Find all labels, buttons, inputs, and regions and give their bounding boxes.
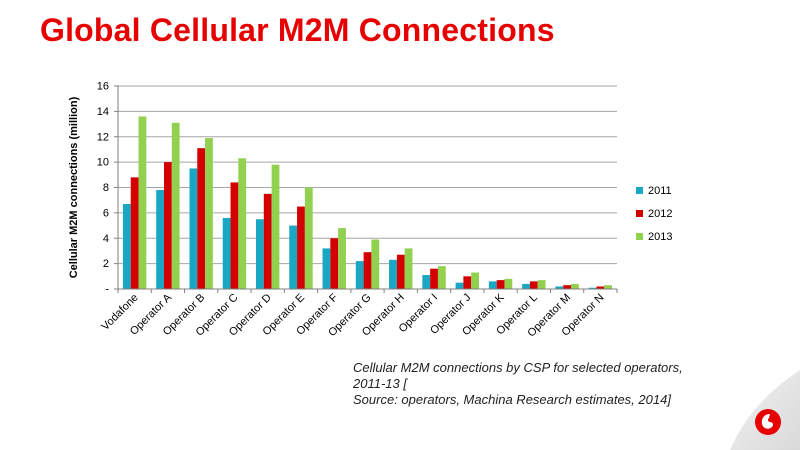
y-tick-label: 16	[97, 81, 109, 93]
bar	[488, 281, 497, 289]
bar	[396, 254, 405, 289]
chart-caption: Cellular M2M connections by CSP for sele…	[353, 360, 713, 408]
y-tick-label: 12	[97, 131, 109, 143]
legend-label: 2011	[648, 185, 672, 197]
bar	[371, 239, 380, 289]
bar	[529, 281, 538, 289]
legend-label: 2013	[648, 231, 672, 243]
y-tick-label: 10	[97, 157, 109, 169]
bar	[122, 203, 131, 289]
bar	[571, 283, 579, 289]
bar	[389, 259, 397, 289]
bar	[138, 116, 147, 289]
legend-swatch	[636, 210, 643, 217]
vodafone-speechmark-icon	[755, 409, 781, 435]
bar	[297, 206, 305, 289]
bar	[430, 268, 438, 289]
bar	[171, 122, 180, 289]
legend-label: 2012	[648, 208, 672, 220]
y-tick-label: 8	[103, 182, 109, 194]
bar	[263, 193, 272, 289]
bar	[596, 286, 605, 289]
bar	[130, 177, 139, 289]
legend-swatch	[636, 233, 643, 240]
vodafone-logo	[730, 370, 800, 450]
bar	[304, 187, 313, 289]
caption-line: 2011-13 [	[353, 376, 407, 391]
bar	[463, 276, 472, 289]
bar	[271, 164, 280, 289]
slide-title: Global Cellular M2M Connections	[40, 12, 555, 48]
bar	[238, 158, 247, 289]
bar	[338, 228, 346, 289]
y-axis-title: Cellular M2M connections (million)	[68, 96, 80, 278]
y-tick-label: 2	[103, 258, 109, 270]
y-tick-label: -	[105, 284, 109, 296]
bar	[156, 190, 164, 289]
bar	[230, 182, 239, 289]
bar	[604, 285, 613, 289]
bar	[289, 225, 298, 289]
bar	[189, 168, 198, 289]
legend-swatch	[636, 187, 643, 194]
bar	[555, 286, 564, 289]
bar	[422, 275, 431, 289]
bar	[588, 287, 597, 289]
bar	[471, 272, 479, 289]
bar	[437, 266, 446, 289]
bar	[222, 217, 231, 289]
bar	[256, 219, 264, 289]
bar	[522, 283, 530, 289]
y-tick-label: 4	[103, 233, 109, 245]
bar	[496, 280, 505, 289]
bar	[455, 282, 464, 289]
caption-line: Cellular M2M connections by CSP for sele…	[353, 360, 683, 375]
bar	[322, 248, 331, 289]
bar	[404, 248, 413, 289]
bar	[164, 162, 172, 289]
y-tick-label: 6	[103, 207, 109, 219]
bar	[504, 278, 513, 289]
caption-line: Source: operators, Machina Research esti…	[353, 392, 671, 407]
bar	[197, 148, 206, 289]
bar	[355, 261, 364, 289]
bar	[537, 280, 546, 289]
bar	[330, 238, 339, 289]
bar	[205, 138, 213, 289]
bar	[563, 285, 571, 289]
bar	[363, 252, 372, 289]
y-tick-label: 14	[97, 106, 109, 118]
